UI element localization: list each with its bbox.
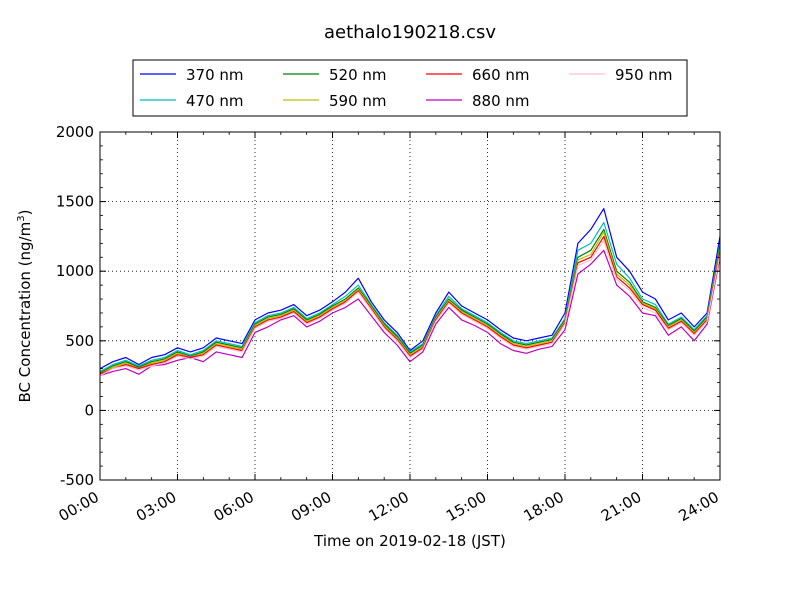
grid [100,132,720,480]
legend-label-520-nm: 520 nm [329,66,387,84]
x-tick-label: 09:00 [288,488,334,525]
y-axis-label: BC Concentration (ng/m3) [16,210,34,403]
y-tick-label: 2000 [56,123,94,141]
x-tick-label: 24:00 [676,488,722,525]
y-tick-label: 0 [84,401,94,419]
series-line-880-nm [99,249,721,377]
x-tick-label: 15:00 [443,488,489,525]
x-tick-label: 00:00 [56,488,102,525]
legend-label-470-nm: 470 nm [186,92,244,110]
y-tick-label: 1000 [56,262,94,280]
chart-title: aethalo190218.csv [324,22,496,43]
x-tick-label: 06:00 [211,488,257,525]
legend-label-950-nm: 950 nm [615,66,673,84]
series-layer [99,208,721,377]
legend-label-660-nm: 660 nm [472,66,530,84]
series-line-660-nm [99,235,721,375]
x-tick-label: 12:00 [366,488,412,525]
y-axis: -500 0 500 1000 1500 2000 [56,123,720,489]
x-tick-label: 18:00 [521,488,567,525]
legend: 370 nm 470 nm 520 nm 590 nm 660 nm 880 nm 950 … [132,59,688,117]
series-line-520-nm [99,228,721,374]
x-axis-label: Time on 2019-02-18 (JST) [313,532,506,550]
y-axis-label-close: ) [16,210,34,216]
series-line-590-nm [99,231,721,375]
legend-label-590-nm: 590 nm [329,92,387,110]
series-line-370-nm [99,208,721,370]
y-tick-label: 1500 [56,193,94,211]
legend-frame [132,59,688,117]
y-tick-label: -500 [60,471,94,489]
series-line-950-nm [99,240,721,377]
legend-label-880-nm: 880 nm [472,92,530,110]
x-tick-label: 03:00 [133,488,179,525]
y-axis-label-main: BC Concentration (ng/m [16,222,34,403]
series-line-470-nm [99,221,721,372]
legend-label-370-nm: 370 nm [186,66,244,84]
x-tick-label: 21:00 [598,488,644,525]
y-axis-label-superscript: 3 [16,215,27,221]
y-tick-label: 500 [65,332,94,350]
